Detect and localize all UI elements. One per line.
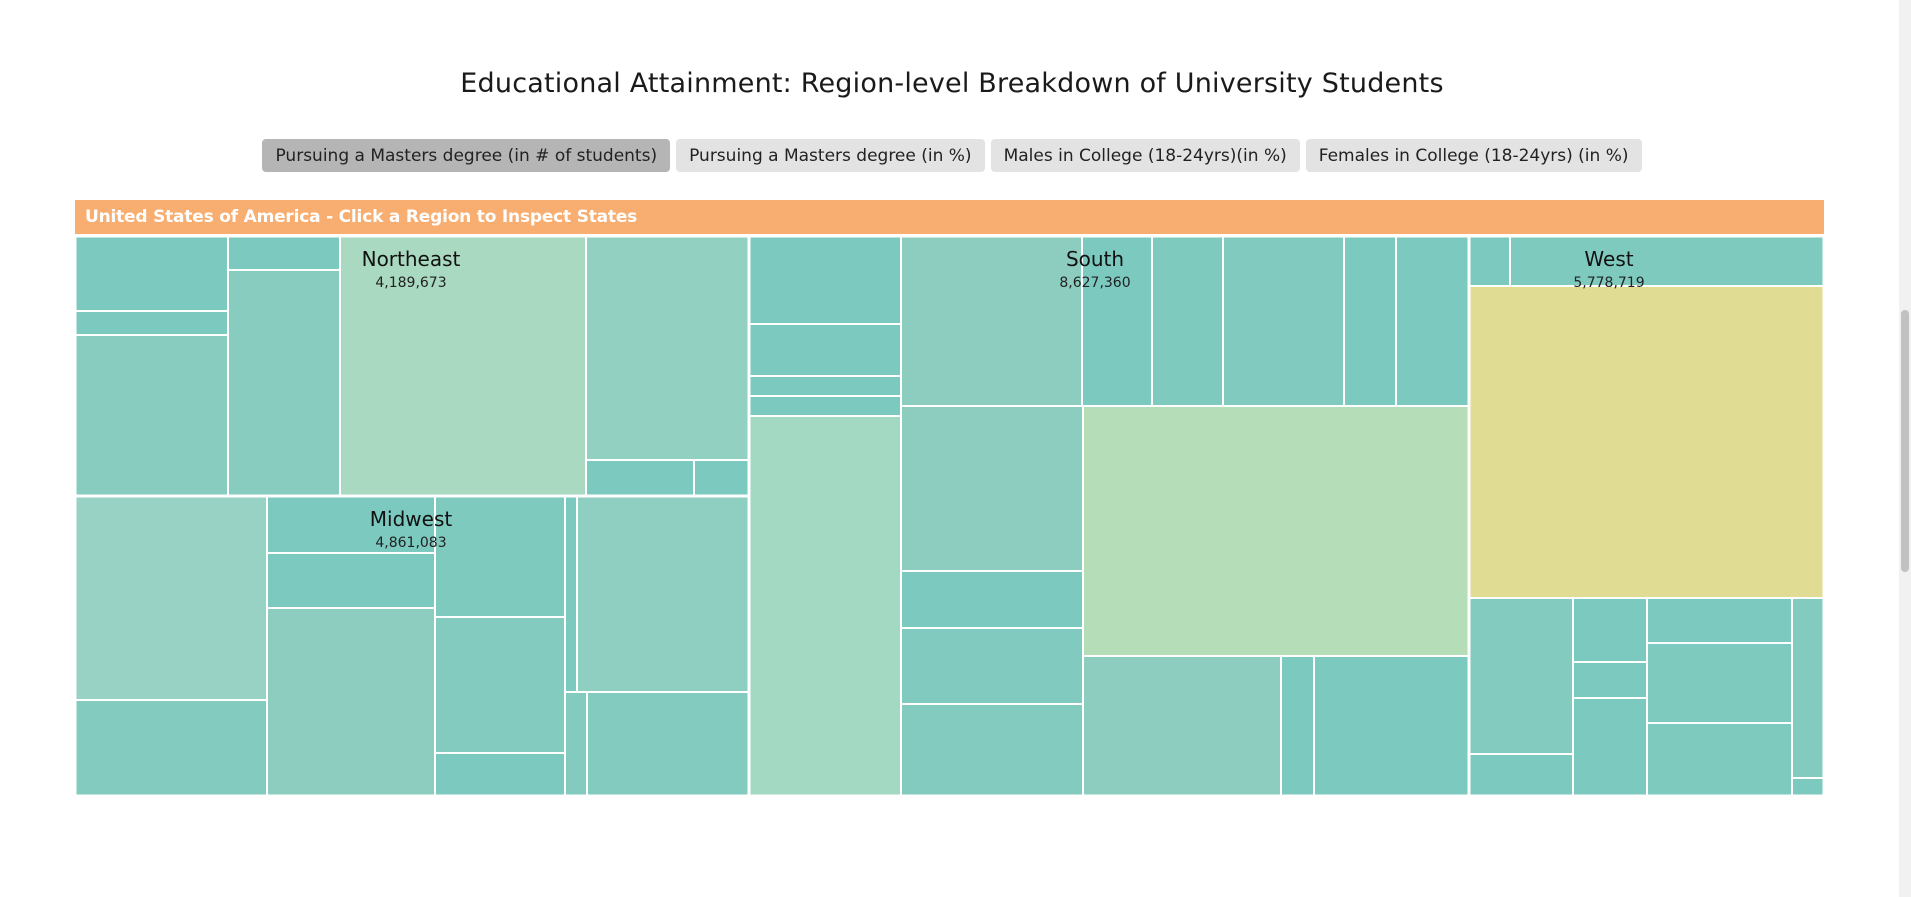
state-cell[interactable] <box>1280 655 1315 796</box>
state-cell[interactable] <box>1395 236 1470 407</box>
state-cell[interactable] <box>564 495 578 693</box>
state-cell[interactable] <box>266 552 436 609</box>
state-cell[interactable] <box>1791 597 1824 779</box>
state-cell[interactable] <box>900 236 1083 407</box>
region-northeast[interactable]: Northeast 4,189,673 <box>75 236 751 498</box>
state-cell[interactable] <box>586 691 750 796</box>
state-cell[interactable] <box>585 459 695 497</box>
region-name-label: Midwest <box>370 507 453 531</box>
state-cell[interactable] <box>1572 661 1648 699</box>
state-cell[interactable] <box>748 415 902 796</box>
state-cell[interactable] <box>434 495 566 618</box>
state-cell[interactable] <box>1646 722 1793 796</box>
state-cell[interactable] <box>900 627 1084 705</box>
state-cell[interactable] <box>1646 642 1793 724</box>
state-cell[interactable] <box>1313 655 1470 796</box>
state-cell[interactable] <box>748 323 902 377</box>
state-cell[interactable] <box>1646 597 1793 644</box>
region-total-label: 4,861,083 <box>375 535 446 551</box>
state-cell[interactable] <box>1791 777 1824 796</box>
state-cell[interactable] <box>1082 405 1470 657</box>
state-cell[interactable] <box>75 236 229 312</box>
masters-percent-button[interactable]: Pursuing a Masters degree (in %) <box>676 139 985 172</box>
state-cell[interactable] <box>564 691 588 796</box>
state-cell[interactable] <box>227 269 341 497</box>
state-cell[interactable] <box>1572 697 1648 796</box>
region-midwest[interactable]: Midwest 4,861,083 <box>75 494 751 796</box>
state-cell[interactable] <box>1222 236 1345 407</box>
state-cell[interactable] <box>1468 236 1511 287</box>
state-cell[interactable] <box>75 495 268 701</box>
region-name-label: South <box>1066 247 1124 271</box>
state-cell[interactable] <box>693 459 750 497</box>
region-total-label: 8,627,360 <box>1059 275 1130 291</box>
state-cell[interactable] <box>266 607 436 796</box>
state-cell[interactable] <box>75 310 229 336</box>
state-cell[interactable] <box>75 334 229 497</box>
page-title: Educational Attainment: Region-level Bre… <box>460 68 1444 99</box>
state-cell[interactable] <box>1343 236 1397 407</box>
state-cell[interactable] <box>585 236 750 461</box>
state-cell[interactable] <box>748 375 902 397</box>
state-cell[interactable] <box>900 405 1084 572</box>
region-west[interactable]: West 5,778,719 <box>1467 236 1824 796</box>
treemap-breadcrumb[interactable]: United States of America - Click a Regio… <box>75 200 1824 234</box>
state-cell[interactable] <box>227 236 341 271</box>
state-cell[interactable] <box>1509 236 1824 287</box>
region-name-label: West <box>1584 247 1633 271</box>
state-cell[interactable] <box>1572 597 1648 663</box>
region-total-label: 5,778,719 <box>1573 275 1644 291</box>
state-cell[interactable] <box>434 616 566 754</box>
region-total-label: 4,189,673 <box>375 275 446 291</box>
scrollbar-thumb[interactable] <box>1901 310 1909 572</box>
state-cell[interactable] <box>900 570 1084 629</box>
state-cell[interactable] <box>1082 655 1282 796</box>
state-cell[interactable] <box>75 699 268 796</box>
females-college-button[interactable]: Females in College (18-24yrs) (in %) <box>1305 139 1642 172</box>
state-cell[interactable] <box>576 495 750 693</box>
state-cell[interactable] <box>900 703 1084 796</box>
state-cell[interactable] <box>434 752 566 796</box>
state-cell[interactable] <box>748 236 902 325</box>
state-cell[interactable] <box>1468 597 1574 755</box>
page-scrollbar[interactable] <box>1899 0 1911 897</box>
state-cell[interactable] <box>1468 285 1824 599</box>
region-name-label: Northeast <box>362 247 461 271</box>
masters-count-button[interactable]: Pursuing a Masters degree (in # of stude… <box>262 139 671 172</box>
region-south[interactable]: South 8,627,360 <box>747 236 1471 796</box>
metric-selector: Pursuing a Masters degree (in # of stude… <box>0 139 1904 172</box>
males-college-button[interactable]: Males in College (18-24yrs)(in %) <box>990 139 1300 172</box>
state-cell[interactable] <box>1151 236 1224 407</box>
treemap-chart: Northeast 4,189,673 Midwest 4,861,083 South 8… <box>75 236 1824 796</box>
state-cell[interactable] <box>1468 753 1574 796</box>
state-cell[interactable] <box>748 395 902 417</box>
